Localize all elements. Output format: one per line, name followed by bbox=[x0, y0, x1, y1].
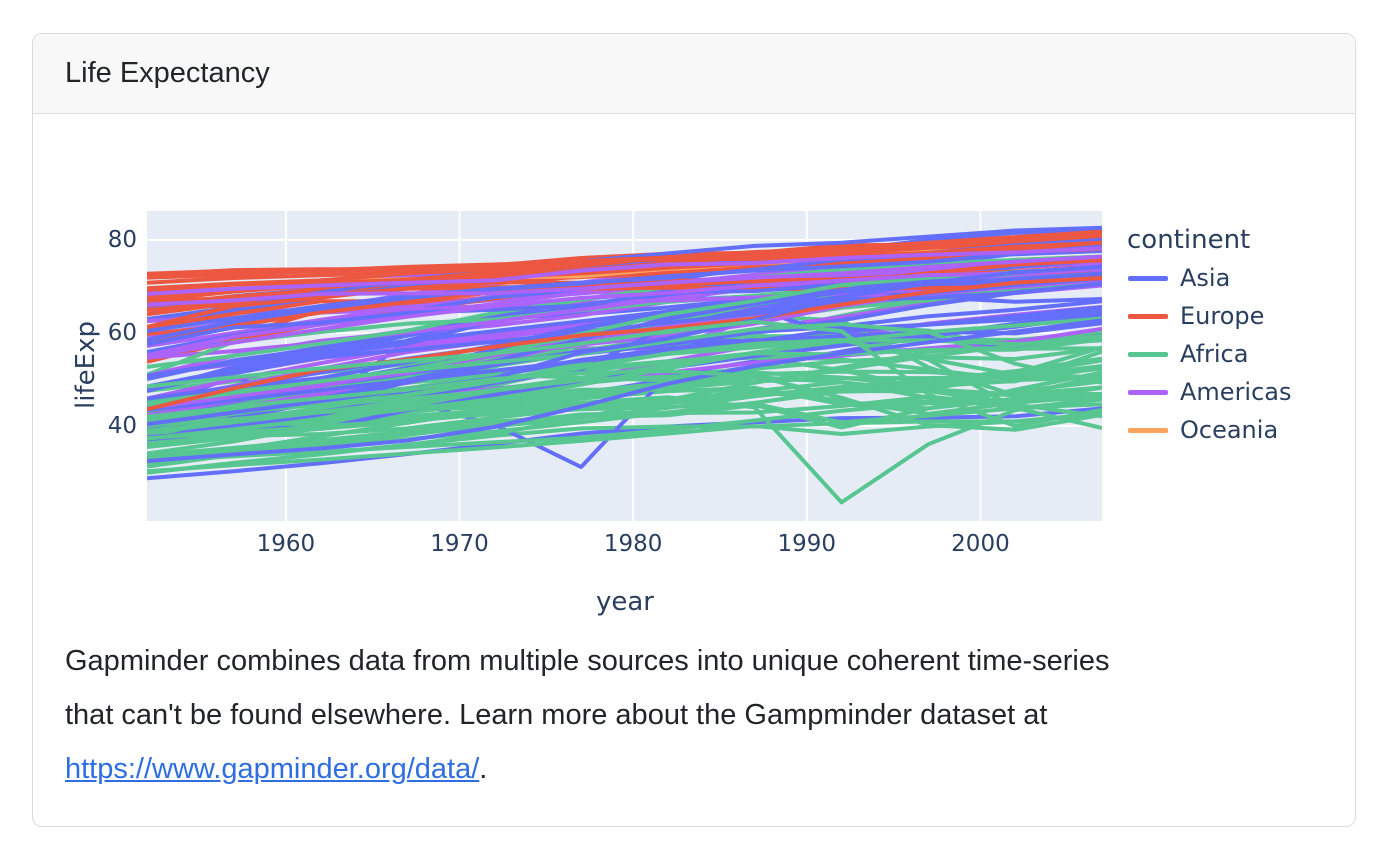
country-line[interactable] bbox=[147, 273, 1102, 347]
country-line[interactable] bbox=[147, 272, 1102, 330]
gapminder-link[interactable]: https://www.gapminder.org/data/ bbox=[65, 753, 480, 785]
legend-item-label: Europe bbox=[1180, 302, 1265, 330]
country-line[interactable] bbox=[147, 246, 1102, 296]
country-line[interactable] bbox=[147, 233, 1102, 313]
x-tick-label: 1970 bbox=[430, 531, 489, 557]
legend-item-label: Oceania bbox=[1180, 416, 1279, 444]
legend-swatch bbox=[1128, 351, 1168, 357]
country-line[interactable] bbox=[147, 333, 1102, 444]
legend-swatch bbox=[1128, 427, 1168, 433]
description-line-2: that can't be found elsewhere. Learn mor… bbox=[65, 699, 1048, 731]
country-line[interactable] bbox=[147, 319, 1102, 428]
legend-item-americas[interactable]: Americas bbox=[1128, 377, 1292, 407]
legend-item-asia[interactable]: Asia bbox=[1128, 263, 1230, 293]
x-tick-label: 1960 bbox=[256, 531, 316, 557]
description-text: Gapminder combines data from multiple so… bbox=[65, 634, 1323, 796]
legend-swatch bbox=[1128, 275, 1168, 281]
legend-item-label: Asia bbox=[1180, 264, 1231, 292]
legend-swatch bbox=[1128, 389, 1168, 395]
legend-swatch bbox=[1128, 313, 1168, 319]
country-line[interactable] bbox=[147, 267, 1102, 358]
description-line-1: Gapminder combines data from multiple so… bbox=[65, 645, 1110, 677]
country-line[interactable] bbox=[147, 318, 1102, 463]
x-tick-label: 2000 bbox=[951, 531, 1010, 557]
legend-title: continent bbox=[1127, 225, 1251, 255]
legend-item-label: Africa bbox=[1180, 340, 1249, 368]
legend-item-europe[interactable]: Europe bbox=[1128, 301, 1264, 331]
country-line[interactable] bbox=[147, 264, 1102, 427]
description-suffix: . bbox=[479, 753, 488, 785]
legend-item-africa[interactable]: Africa bbox=[1128, 339, 1248, 369]
country-line[interactable] bbox=[147, 394, 1102, 463]
y-tick-label: 60 bbox=[107, 319, 137, 346]
y-tick-label: 80 bbox=[107, 226, 137, 253]
country-line[interactable] bbox=[147, 305, 1102, 413]
x-axis-title: year bbox=[595, 587, 655, 617]
card-header: Life Expectancy bbox=[33, 34, 1355, 114]
y-tick-label: 40 bbox=[107, 413, 137, 440]
country-line[interactable] bbox=[147, 229, 1102, 291]
legend-item-label: Americas bbox=[1180, 378, 1292, 406]
x-tick-label: 1980 bbox=[603, 531, 663, 557]
life-expectancy-chart: lifeExp year continent Asia Europe Africa A… bbox=[65, 146, 1323, 617]
country-line[interactable] bbox=[147, 369, 1102, 432]
plot-area[interactable] bbox=[147, 211, 1102, 521]
country-line[interactable] bbox=[147, 389, 1102, 446]
card-body: lifeExp year continent Asia Europe Africa A… bbox=[33, 114, 1355, 826]
life-expectancy-card: Life Expectancy lifeExp year continent A… bbox=[32, 33, 1356, 827]
country-line[interactable] bbox=[147, 240, 1102, 293]
legend-item-oceania[interactable]: Oceania bbox=[1128, 415, 1278, 445]
country-line[interactable] bbox=[147, 281, 1102, 378]
country-line[interactable] bbox=[147, 254, 1102, 369]
country-line[interactable] bbox=[147, 254, 1102, 307]
x-tick-label: 1990 bbox=[777, 531, 837, 557]
country-line[interactable] bbox=[147, 406, 1102, 481]
country-line[interactable] bbox=[147, 245, 1102, 342]
card-title: Life Expectancy bbox=[65, 57, 270, 89]
country-line[interactable] bbox=[147, 276, 1102, 412]
